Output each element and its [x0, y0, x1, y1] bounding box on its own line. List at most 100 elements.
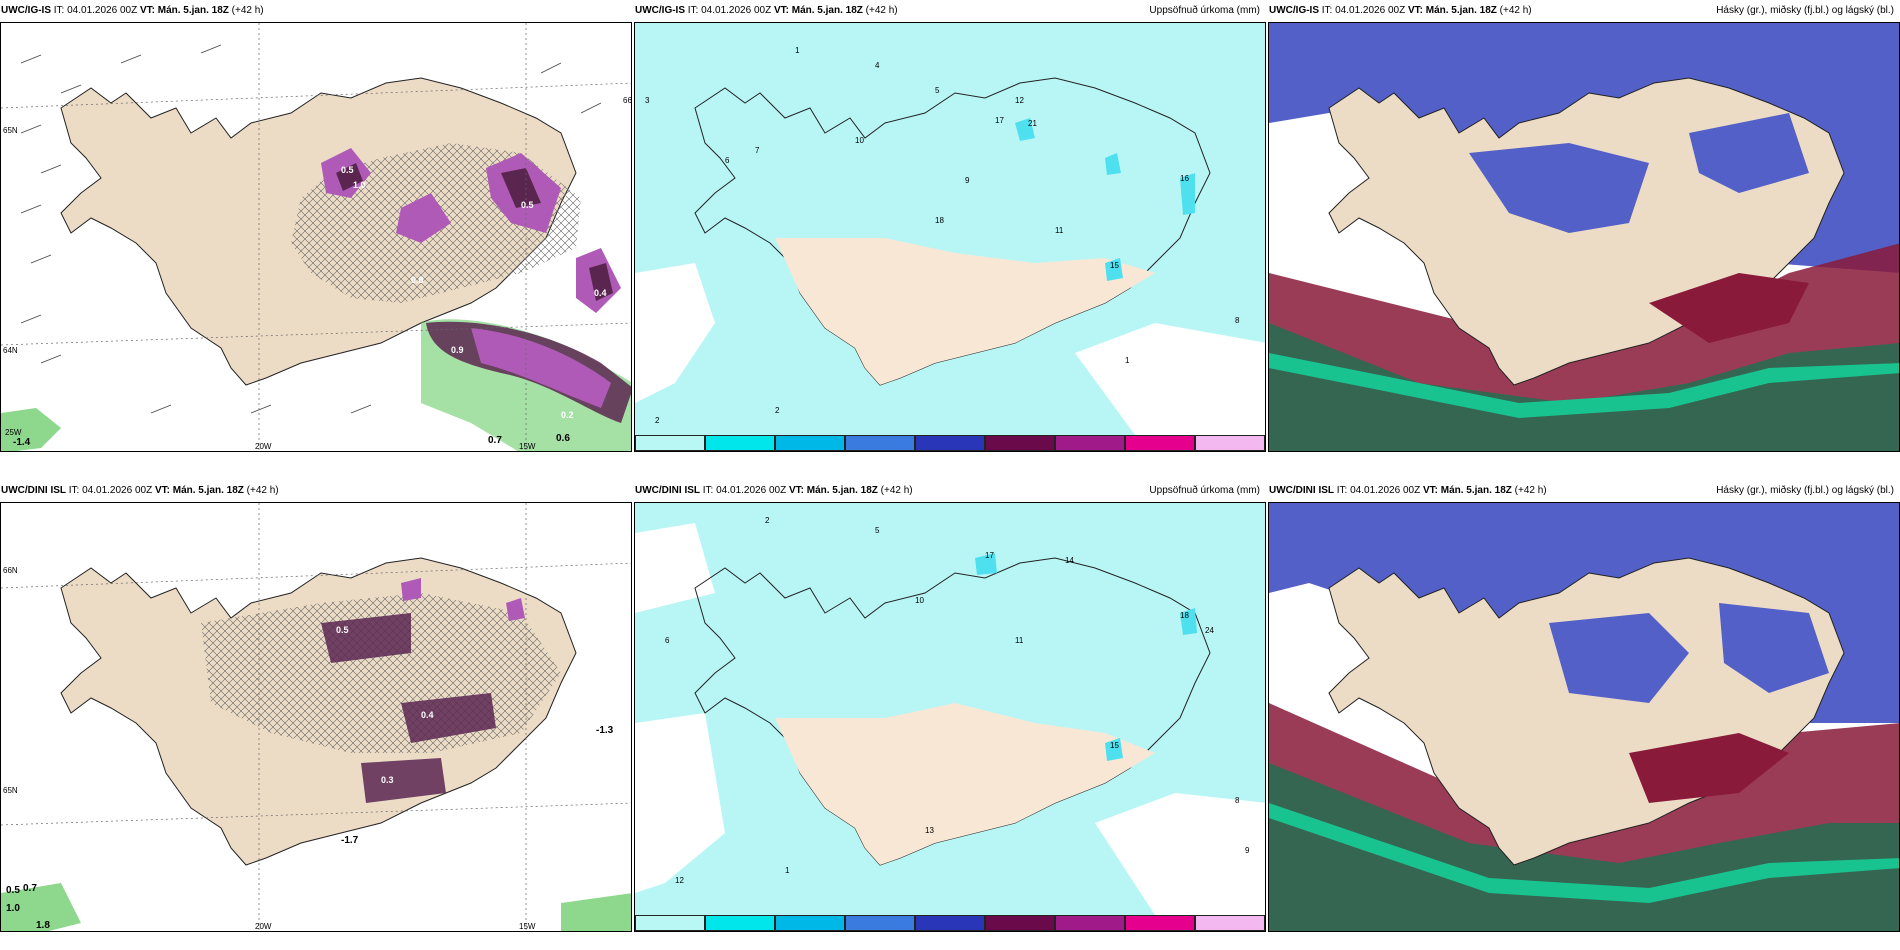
lon-label: 15W [519, 442, 536, 451]
svg-text:2: 2 [655, 416, 660, 425]
cloud-map [1268, 502, 1900, 932]
svg-text:0.4: 0.4 [421, 710, 434, 720]
value-labels: 0.5 1.0 0.8 0.9 0.2 0.4 0.5 [341, 165, 607, 420]
panel-precip-row2: UWC/DINI ISL IT: 04.01.2026 00Z VT: Mán.… [634, 480, 1266, 932]
svg-text:6: 6 [665, 636, 670, 645]
panel-header: UWC/DINI ISL IT: 04.01.2026 00Z VT: Mán.… [1, 485, 279, 496]
corner-label: 25W [5, 428, 22, 437]
lat-label: 66N [623, 96, 632, 105]
svg-text:12: 12 [675, 876, 684, 885]
svg-text:5: 5 [935, 86, 940, 95]
cloud-low [1269, 323, 1899, 451]
svg-text:-1.4: -1.4 [13, 437, 31, 448]
svg-text:1: 1 [785, 866, 790, 875]
wind-map-canvas: 20W 15W 25W 65N 64N 66N 0.5 1.0 0.8 0.9 … [1, 23, 632, 451]
colorbar-swatch [1125, 435, 1195, 451]
panel-wind-row2: UWC/DINI ISL IT: 04.01.2026 00Z VT: Mán.… [0, 480, 632, 932]
wind-barbs [20, 44, 602, 414]
svg-text:16: 16 [1180, 174, 1189, 183]
panel-cloud-row1: UWC/IG-IS IT: 04.01.2026 00Z VT: Mán. 5.… [1268, 0, 1900, 452]
lat-label: 65N [3, 786, 18, 795]
colorbar-swatch [845, 915, 915, 931]
svg-text:9: 9 [1245, 846, 1250, 855]
svg-text:0.2: 0.2 [561, 410, 574, 420]
lat-label: 64N [3, 346, 18, 355]
colorbar: 1 10 25 50 75 100 150 200 400 [635, 915, 1265, 931]
panel-header: UWC/DINI ISL IT: 04.01.2026 00Z VT: Mán.… [635, 485, 1260, 496]
precip-map: 2 5 17 14 18 24 15 6 10 11 12 8 9 1 13 [634, 502, 1266, 932]
svg-text:2: 2 [775, 406, 780, 415]
panel-precip-row1: UWC/IG-IS IT: 04.01.2026 00Z VT: Mán. 5.… [634, 0, 1266, 452]
precip-map: 1 4 5 3 7 6 10 12 9 17 21 16 15 8 2 2 1 … [634, 22, 1266, 452]
svg-text:-1.3: -1.3 [596, 725, 614, 736]
svg-text:0.9: 0.9 [451, 345, 464, 355]
colorbar-swatch [915, 915, 985, 931]
land-dry [775, 238, 1155, 385]
svg-text:3: 3 [645, 96, 650, 105]
svg-text:0.7: 0.7 [488, 435, 502, 446]
model-name: UWC/IG-IS [1, 5, 51, 16]
svg-text:14: 14 [1065, 556, 1074, 565]
svg-text:18: 18 [1180, 611, 1189, 620]
colorbar-swatch [1055, 435, 1125, 451]
colorbar-swatch [1195, 915, 1265, 931]
svg-text:13: 13 [925, 826, 934, 835]
svg-text:0.3: 0.3 [381, 775, 394, 785]
panel-cloud-row2: UWC/DINI ISL IT: 04.01.2026 00Z VT: Mán.… [1268, 480, 1900, 932]
svg-text:5: 5 [875, 526, 880, 535]
svg-text:17: 17 [995, 116, 1004, 125]
svg-text:0.5: 0.5 [341, 165, 354, 175]
colorbar-swatch [845, 435, 915, 451]
precip-values: 1 4 5 3 7 6 10 12 9 17 21 16 15 8 2 2 1 … [645, 46, 1240, 425]
cloud-title: Hásky (gr.), miðsky (fj.bl.) og lágský (… [1716, 5, 1894, 16]
svg-text:0.5: 0.5 [521, 200, 534, 210]
colorbar-swatch [1195, 435, 1265, 451]
colorbar-swatch [1125, 915, 1195, 931]
colorbar-swatch [915, 435, 985, 451]
colorbar-swatch [705, 915, 775, 931]
colorbar-swatch [985, 435, 1055, 451]
svg-text:8: 8 [1235, 796, 1240, 805]
svg-text:1: 1 [795, 46, 800, 55]
lat-label: 65N [3, 126, 18, 135]
svg-text:0.6: 0.6 [556, 433, 570, 444]
cloud-map [1268, 22, 1900, 452]
svg-text:1: 1 [1125, 356, 1130, 365]
colorbar-swatch [1055, 915, 1125, 931]
lon-label: 20W [255, 442, 272, 451]
wind-map: 20W 15W 66N 65N 0.5 0.4 0.3 -1.3 -1.7 0.… [0, 502, 632, 932]
lon-label: 15W [519, 922, 536, 931]
colorbar-swatch [705, 435, 775, 451]
svg-text:0.8: 0.8 [411, 275, 424, 285]
svg-text:1.0: 1.0 [353, 180, 366, 190]
svg-text:17: 17 [985, 551, 994, 560]
svg-text:12: 12 [1015, 96, 1024, 105]
svg-text:7: 7 [755, 146, 760, 155]
svg-text:0.4: 0.4 [594, 288, 607, 298]
panel-header: UWC/DINI ISL IT: 04.01.2026 00Z VT: Mán.… [1269, 485, 1894, 496]
svg-text:10: 10 [915, 596, 924, 605]
precip-title: Uppsöfnuð úrkoma (mm) [1149, 5, 1260, 16]
lon-label: 20W [255, 922, 272, 931]
svg-text:0.5: 0.5 [336, 625, 349, 635]
svg-text:18: 18 [935, 216, 944, 225]
panel-wind-row1: UWC/IG-IS IT: 04.01.2026 00Z VT: Mán. 5.… [0, 0, 632, 452]
colorbar-swatch [635, 915, 705, 931]
colorbar-swatch [775, 435, 845, 451]
lat-label: 66N [3, 566, 18, 575]
svg-text:21: 21 [1028, 119, 1037, 128]
panel-header: UWC/IG-IS IT: 04.01.2026 00Z VT: Mán. 5.… [1268, 0, 1900, 22]
wind-map: 20W 15W 25W 65N 64N 66N 0.5 1.0 0.8 0.9 … [0, 22, 632, 452]
svg-text:2: 2 [765, 516, 770, 525]
colorbar: 1 10 25 50 75 100 150 200 400 [635, 435, 1265, 451]
svg-text:9: 9 [965, 176, 970, 185]
svg-text:1.8: 1.8 [36, 920, 50, 931]
svg-text:11: 11 [1015, 636, 1024, 645]
svg-text:11: 11 [1055, 226, 1064, 235]
svg-text:0.5: 0.5 [6, 885, 20, 896]
svg-text:1.0: 1.0 [6, 903, 20, 914]
svg-text:4: 4 [875, 61, 880, 70]
svg-text:0.7: 0.7 [23, 883, 37, 894]
svg-text:15: 15 [1110, 741, 1119, 750]
svg-text:8: 8 [1235, 316, 1240, 325]
